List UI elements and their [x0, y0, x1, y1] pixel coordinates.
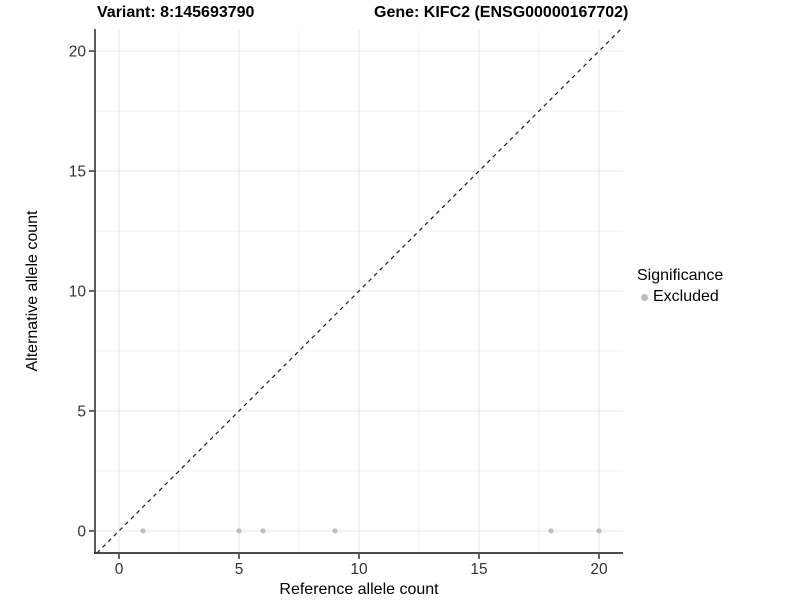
data-point	[260, 528, 266, 534]
variant-title: Variant: 8:145693790	[97, 4, 255, 21]
legend-title: Significance	[637, 267, 724, 284]
y-tick-label: 0	[77, 523, 86, 540]
data-point	[548, 528, 554, 534]
data-point	[236, 528, 242, 534]
identity-dashed-line	[96, 28, 622, 554]
y-tick-label: 15	[69, 164, 86, 181]
x-axis-title: Reference allele count	[279, 581, 439, 598]
legend-item-label: Excluded	[653, 288, 719, 305]
data-point	[332, 528, 338, 534]
y-axis-title: Alternative allele count	[24, 210, 41, 372]
data-point	[140, 528, 146, 534]
x-tick-label: 20	[590, 561, 608, 578]
x-tick-label: 0	[115, 561, 124, 578]
y-tick-label: 5	[77, 403, 86, 420]
data-point	[596, 528, 602, 534]
y-tick-label: 10	[69, 284, 87, 301]
legend-item-excluded: Excluded	[637, 288, 723, 306]
excluded-point-icon	[641, 293, 648, 301]
x-tick-label: 15	[470, 561, 487, 578]
x-tick-label: 5	[235, 561, 244, 578]
x-tick-label: 10	[350, 561, 368, 578]
y-tick-label: 20	[69, 44, 87, 61]
gene-title: Gene: KIFC2 (ENSG00000167702)	[374, 4, 629, 21]
legend: Significance Excluded	[637, 267, 723, 306]
